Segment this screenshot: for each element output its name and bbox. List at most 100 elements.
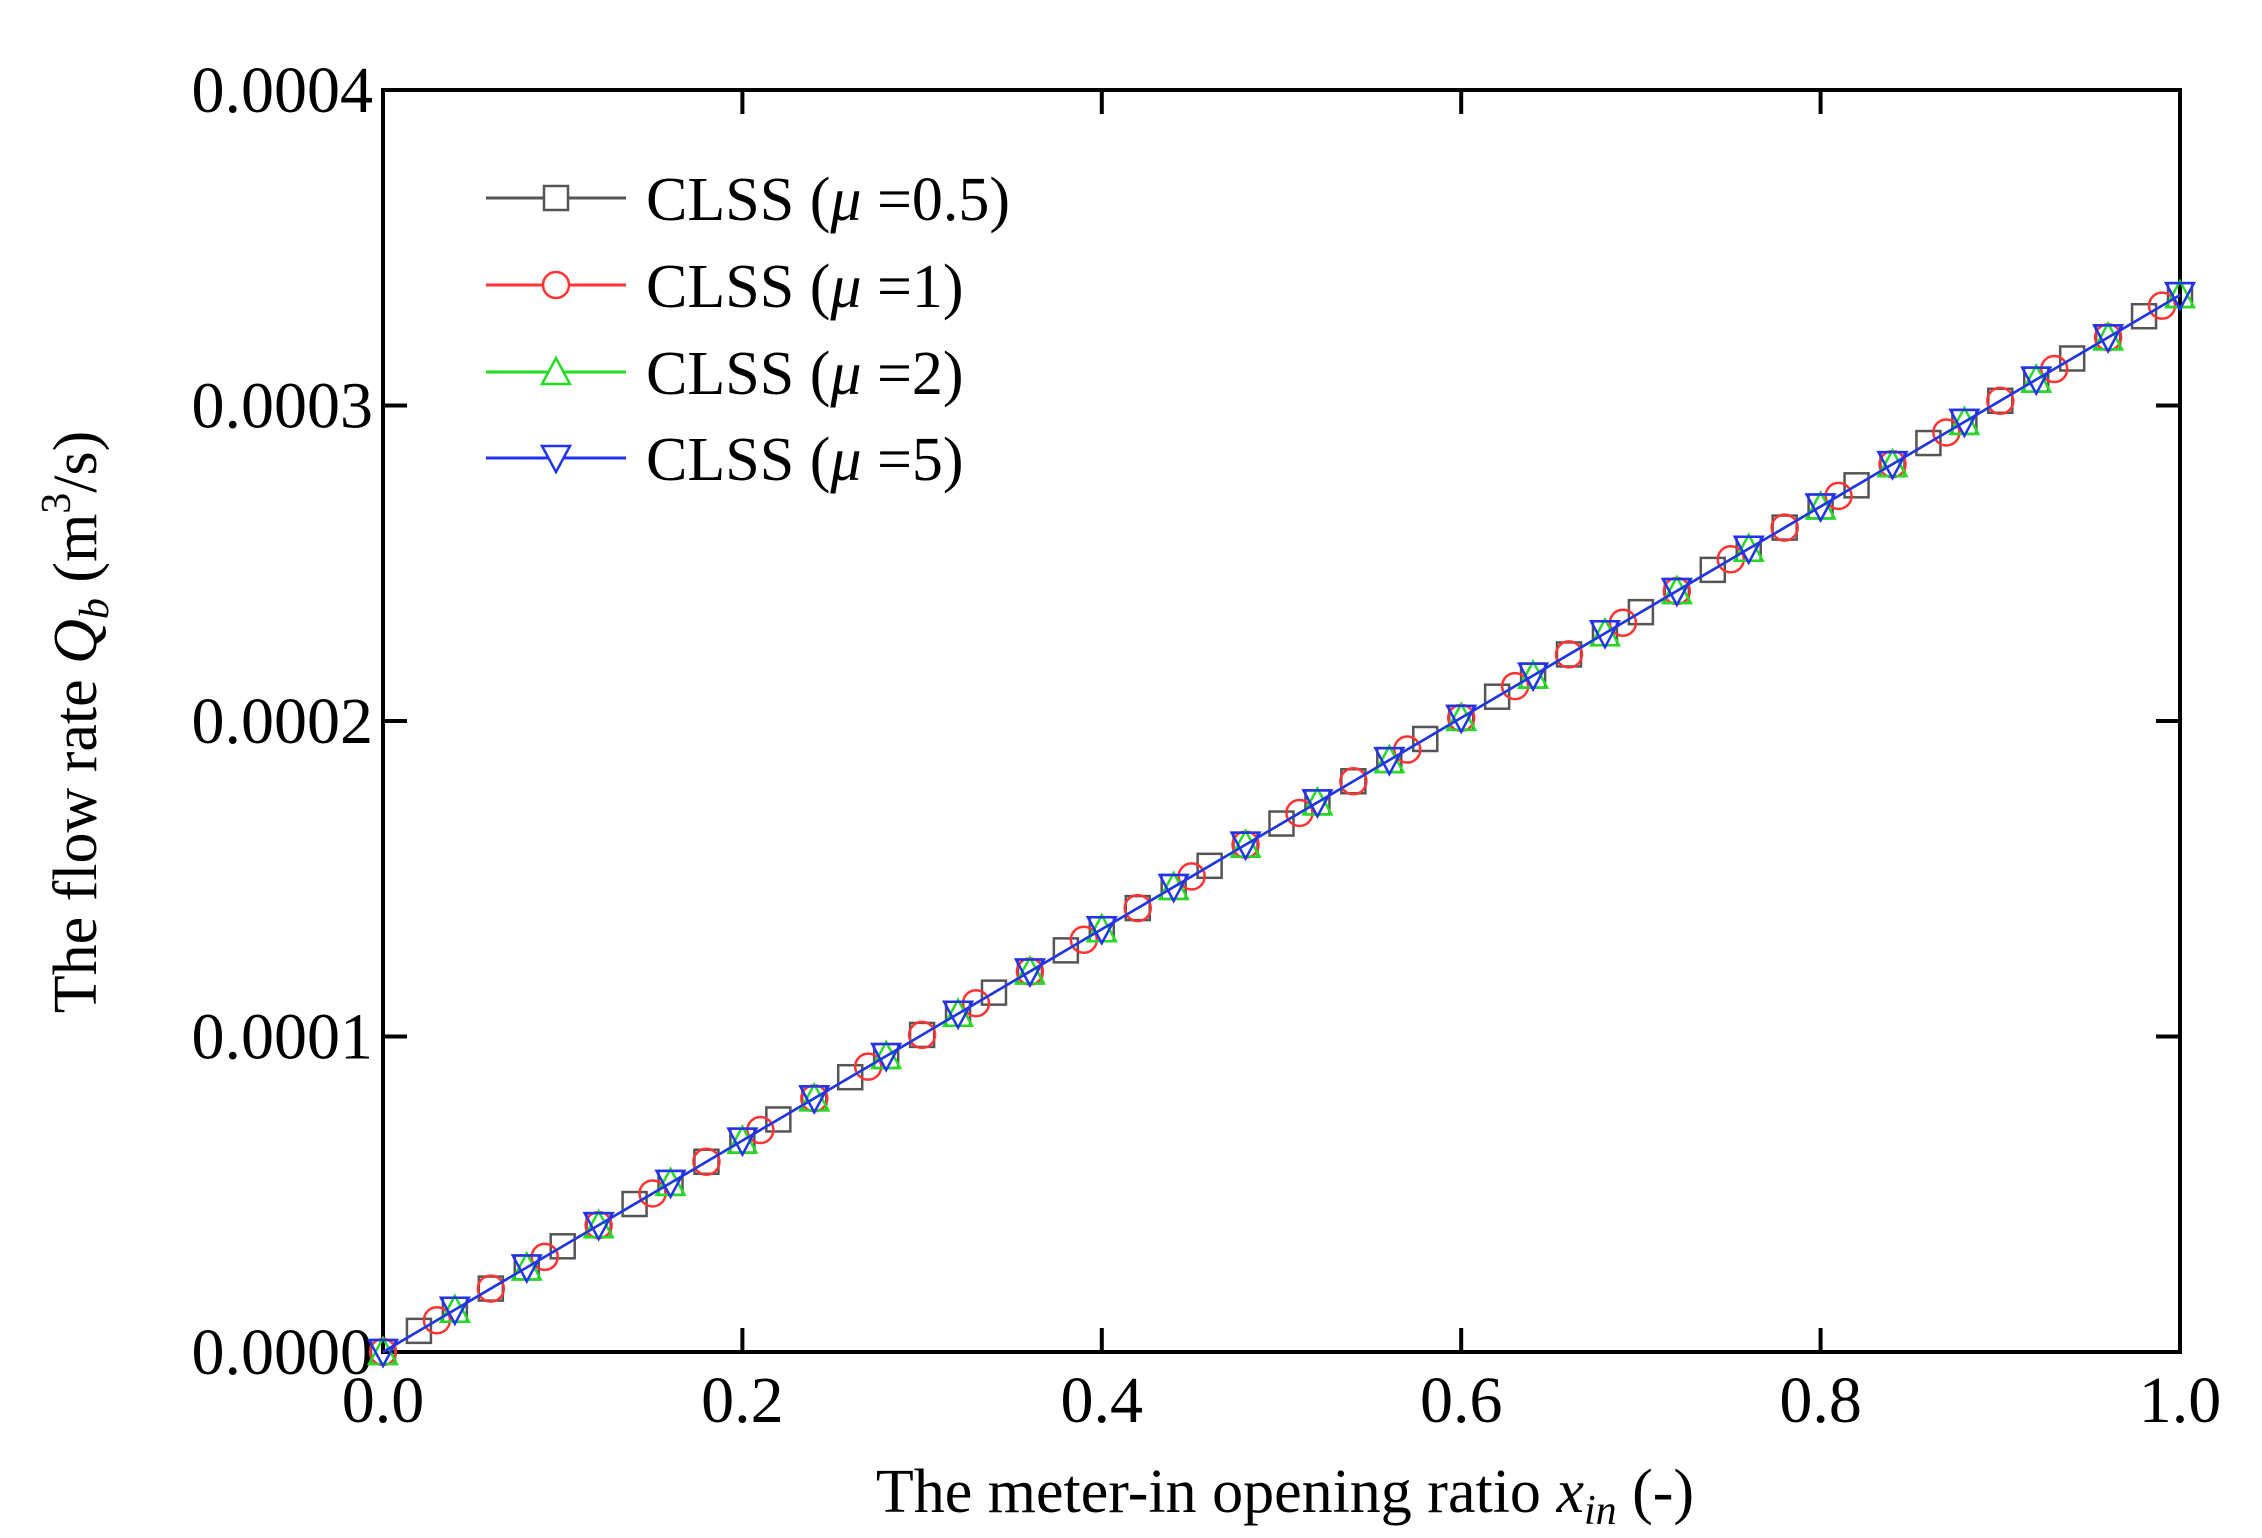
- series-3-point-20: [1804, 493, 1837, 524]
- y-tick-label-3: 0.0003: [192, 370, 374, 443]
- series-3-point-18: [1660, 577, 1693, 608]
- legend-label-0-mu: μ: [829, 166, 861, 234]
- y-axis-title-sub: b: [72, 598, 118, 619]
- legend: CLSS (μ =0.5) CLSS (μ =1) CLSS (μ =2) CL…: [486, 166, 1010, 494]
- series-3-point-2: [510, 1254, 543, 1285]
- series-3-point-21: [1876, 450, 1909, 481]
- series-1-point-22: [1554, 640, 1584, 669]
- legend-entry-2: CLSS (μ =2): [486, 340, 964, 408]
- legend-entry-0: CLSS (μ =0.5): [486, 166, 1010, 234]
- y-axis-title-unit-close: /s): [42, 431, 110, 493]
- y-axis-title: The flow rate Qb (m3/s): [34, 431, 118, 1014]
- legend-marker-shape-2: [539, 355, 573, 386]
- series-1-point-26: [1770, 513, 1799, 542]
- legend-label-2-mu: μ: [829, 340, 861, 408]
- series-1-point-23: [1608, 608, 1638, 637]
- legend-label-3: CLSS (μ =5): [646, 426, 964, 494]
- series-3-point-22: [1948, 408, 1981, 439]
- series-3-point-14: [1373, 746, 1406, 777]
- x-tick-label-3: 0.6: [1420, 1364, 1503, 1437]
- x-axis-title: The meter-in opening ratio xin (-): [876, 1458, 1694, 1534]
- series-1-point-10: [907, 1020, 937, 1050]
- legend-label-3-mu: μ: [829, 426, 861, 494]
- series-1-point-9: [853, 1052, 883, 1081]
- series-3-point-0: [366, 1338, 400, 1369]
- series-3-point-1: [438, 1296, 471, 1327]
- legend-marker-2: [539, 355, 573, 386]
- series-3-point-9: [1013, 958, 1047, 989]
- x-tick-label-1: 0.2: [701, 1364, 784, 1437]
- legend-marker-shape-0: [542, 184, 570, 212]
- legend-label-3-suffix: =5): [861, 426, 963, 494]
- x-tick-label-0: 0.0: [342, 1364, 425, 1437]
- series-1-point-6: [692, 1147, 721, 1177]
- legend-label-1-prefix: CLSS (: [646, 253, 830, 321]
- series-3-point-11: [1157, 873, 1190, 904]
- legend-label-2-prefix: CLSS (: [646, 340, 830, 408]
- series-3-point-10: [1085, 915, 1118, 946]
- series-3-point-16: [1516, 662, 1550, 693]
- series-3-point-12: [1229, 831, 1262, 862]
- series-3-point-15: [1445, 704, 1478, 735]
- series-1-point-5: [638, 1179, 667, 1208]
- series-1-point-2: [476, 1274, 506, 1303]
- x-axis-title-prefix: The meter-in opening ratio: [876, 1458, 1557, 1526]
- y-axis-title-unit-sup: 3: [34, 493, 80, 514]
- y-tick-labels: 0.0000 0.0001 0.0002 0.0003 0.0004: [192, 54, 374, 1389]
- series-3-point-25: [2163, 281, 2197, 312]
- legend-label-1-suffix: =1): [861, 253, 963, 321]
- series-3-point-24: [2092, 324, 2125, 354]
- series-1-point-27: [1824, 481, 1853, 511]
- legend-label-2: CLSS (μ =2): [646, 340, 964, 408]
- series-1-point-7: [746, 1115, 775, 1145]
- series-1-point-11: [961, 988, 991, 1018]
- legend-entry-1: CLSS (μ =1): [486, 253, 964, 321]
- series-1-point-1: [422, 1306, 452, 1335]
- series-3-point-17: [1588, 620, 1622, 650]
- x-axis-title-sub: in: [1584, 1488, 1617, 1534]
- series-3-point-13: [1301, 789, 1334, 820]
- y-axis-title-var: Q: [42, 619, 110, 664]
- x-axis-title-suffix: (-): [1617, 1458, 1694, 1526]
- series-1-point-13: [1069, 925, 1099, 955]
- series-1-point-29: [1932, 418, 1961, 447]
- legend-label-1-mu: μ: [829, 253, 861, 321]
- legend-label-2-suffix: =2): [861, 340, 963, 408]
- series-1-point-30: [1986, 386, 2015, 416]
- series-3-point-8: [941, 1000, 975, 1031]
- series-3-point-23: [2020, 366, 2053, 397]
- series-1-point-17: [1285, 798, 1314, 828]
- series-1-point-3: [530, 1242, 559, 1272]
- y-axis-title-unit-open: (m: [42, 514, 110, 598]
- x-tick-label-2: 0.4: [1061, 1364, 1144, 1437]
- series-layer: [366, 278, 2197, 1369]
- y-axis-title-prefix: The flow rate: [42, 664, 110, 1013]
- series-1-point-18: [1339, 767, 1368, 796]
- legend-label-1: CLSS (μ =1): [646, 253, 964, 321]
- y-tick-label-2: 0.0002: [192, 685, 374, 758]
- series-3-point-5: [726, 1127, 759, 1158]
- legend-label-0-suffix: =0.5): [861, 166, 1010, 234]
- legend-marker-0: [542, 184, 570, 212]
- legend-label-0-prefix: CLSS (: [646, 166, 830, 234]
- y-tick-label-4: 0.0004: [192, 54, 374, 127]
- series-1-point-33: [2147, 291, 2177, 320]
- y-tick-label-1: 0.0001: [192, 1001, 374, 1074]
- series-1-point-21: [1500, 671, 1530, 701]
- legend-marker-1: [541, 270, 571, 300]
- series-3-point-7: [870, 1042, 903, 1073]
- y-tick-label-0: 0.0000: [192, 1316, 374, 1389]
- legend-marker-shape-1: [541, 270, 571, 300]
- legend-label-3-prefix: CLSS (: [646, 426, 830, 494]
- x-tick-label-4: 0.8: [1779, 1364, 1862, 1437]
- x-tick-label-5: 1.0: [2139, 1364, 2222, 1437]
- series-1-point-19: [1393, 735, 1422, 764]
- series-1-point-31: [2039, 354, 2069, 384]
- legend-label-0: CLSS (μ =0.5): [646, 166, 1010, 234]
- series-1-point-14: [1123, 893, 1152, 923]
- series-1-point-25: [1716, 545, 1745, 574]
- x-tick-labels: 0.0 0.2 0.4 0.6 0.8 1.0: [342, 1364, 2222, 1437]
- x-axis-title-var: x: [1555, 1458, 1584, 1526]
- series-3-point-3: [582, 1211, 615, 1242]
